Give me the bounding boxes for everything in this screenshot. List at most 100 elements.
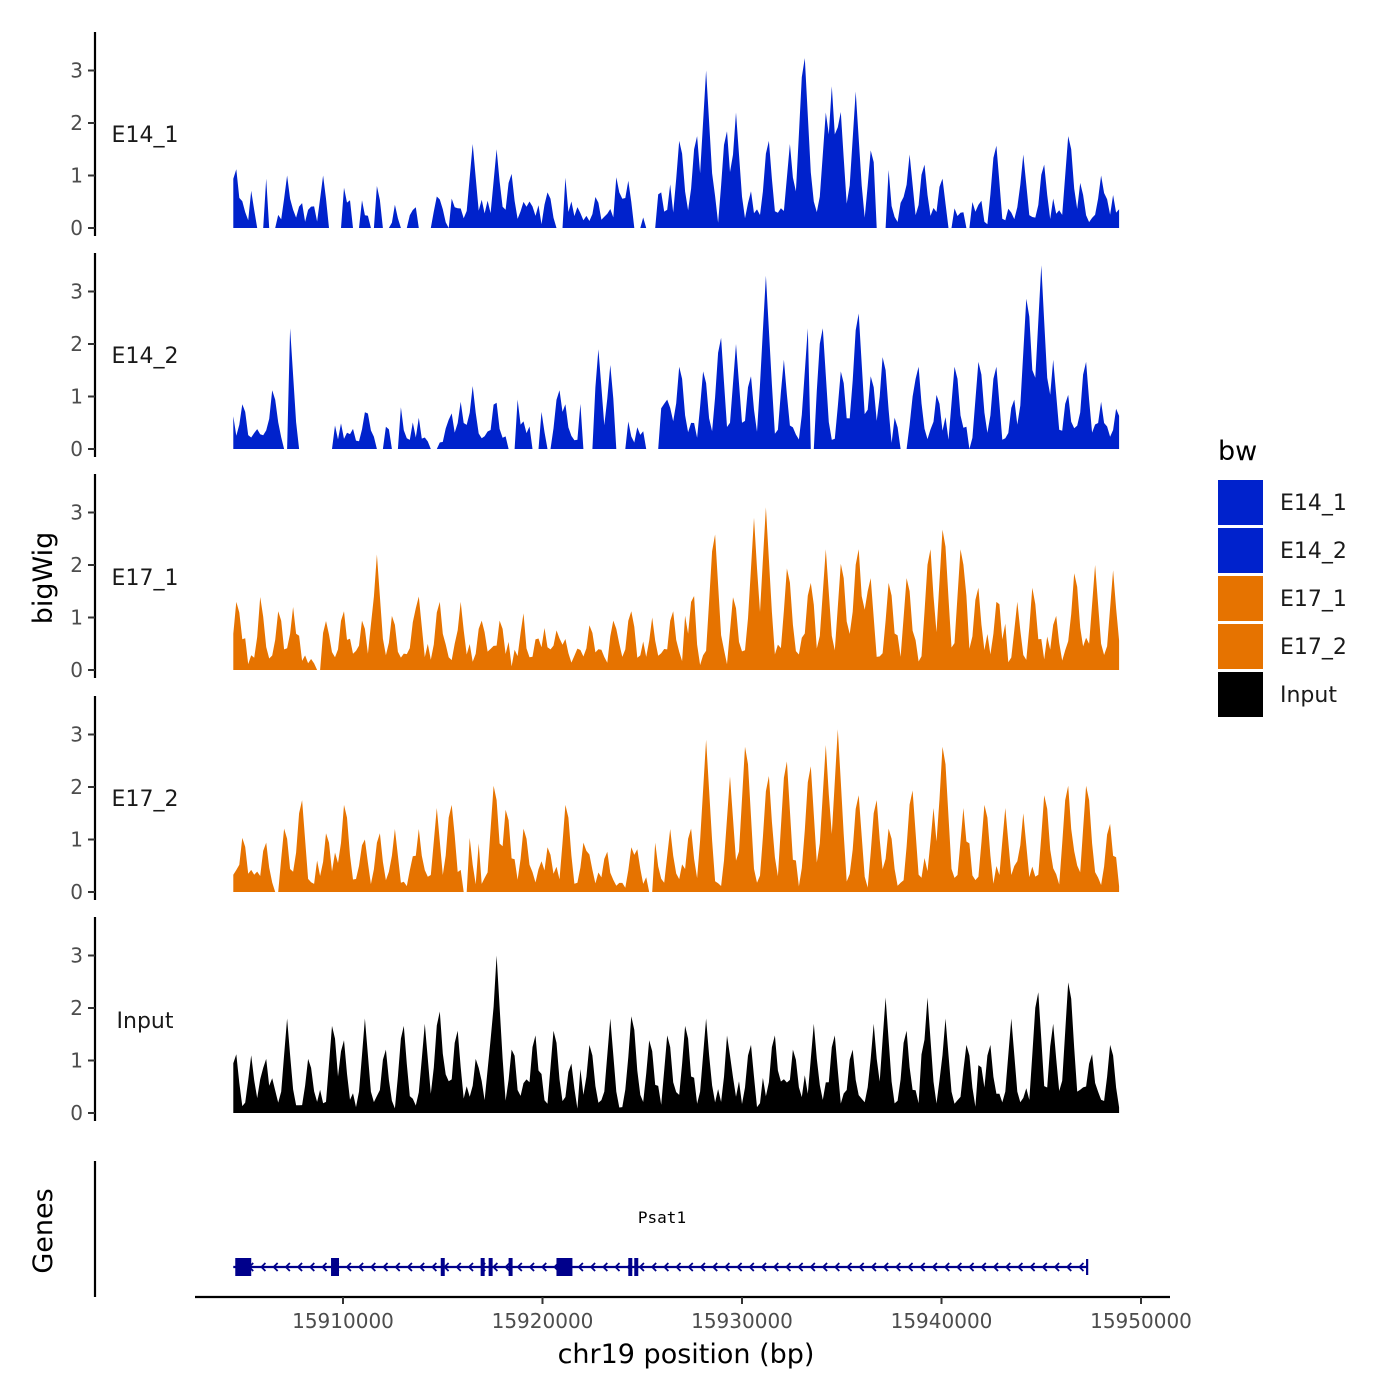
gene-exon <box>488 1258 493 1276</box>
y-tick-label: 3 <box>70 723 83 747</box>
signal-area-e14-2 <box>233 265 1120 449</box>
strand-arrow <box>431 1262 438 1272</box>
legend-label: E14_2 <box>1280 539 1347 564</box>
gene-exon <box>634 1258 639 1276</box>
strand-arrow <box>1065 1262 1072 1272</box>
legend-label: E17_2 <box>1280 635 1347 660</box>
strand-arrow <box>260 1262 267 1272</box>
strand-arrow <box>540 1262 547 1272</box>
strand-arrow <box>321 1262 328 1272</box>
strand-arrow <box>870 1262 877 1272</box>
strand-arrow <box>980 1262 987 1272</box>
strand-arrow <box>272 1262 279 1272</box>
strand-arrow <box>956 1262 963 1272</box>
signal-area-input <box>233 955 1120 1113</box>
strand-arrow <box>748 1262 755 1272</box>
y-tick-label: 1 <box>70 1049 83 1073</box>
strand-arrow <box>919 1262 926 1272</box>
y-tick-label: 2 <box>70 332 83 356</box>
strand-arrow <box>504 1262 511 1272</box>
strand-arrow <box>1078 1262 1085 1272</box>
strand-arrow <box>296 1262 303 1272</box>
legend-swatch <box>1218 480 1263 525</box>
legend-title: bw <box>1218 436 1257 467</box>
strand-arrow <box>687 1262 694 1272</box>
legend-swatch <box>1218 528 1263 573</box>
strand-arrow <box>528 1262 535 1272</box>
strand-arrow <box>821 1262 828 1272</box>
signal-area-e14-1 <box>233 58 1120 228</box>
x-tick-label: 15910000 <box>292 1309 394 1333</box>
strand-arrow <box>345 1262 352 1272</box>
legend-swatch <box>1218 576 1263 621</box>
gene-exon <box>331 1258 340 1276</box>
y-tick-label: 0 <box>70 880 83 904</box>
track-label: E14_2 <box>112 344 179 369</box>
strand-arrow <box>1029 1262 1036 1272</box>
strand-arrow <box>699 1262 706 1272</box>
track-label: E17_1 <box>112 566 179 591</box>
gene-exon <box>480 1258 485 1276</box>
strand-arrow <box>455 1262 462 1272</box>
strand-arrow <box>1053 1262 1060 1272</box>
strand-arrow <box>309 1262 315 1272</box>
legend-label: E17_1 <box>1280 587 1347 612</box>
strand-arrow <box>467 1262 474 1272</box>
strand-arrow <box>1004 1262 1011 1272</box>
signal-area-e17-2 <box>233 729 1120 892</box>
strand-arrow <box>394 1262 401 1272</box>
y-tick-label: 3 <box>70 280 83 304</box>
gene-exon <box>556 1258 573 1276</box>
strand-arrow <box>418 1262 425 1272</box>
strand-arrow <box>382 1262 389 1272</box>
y-tick-label: 2 <box>70 996 83 1020</box>
strand-arrow <box>907 1262 914 1272</box>
track-panel-e14-1: 0 1 2 3 E14_1 <box>70 32 1120 240</box>
strand-arrow <box>943 1262 950 1272</box>
gene-exon <box>440 1258 445 1276</box>
strand-arrow <box>602 1262 608 1272</box>
gene-exon <box>508 1258 513 1276</box>
y-axis-title: bigWig <box>28 532 59 625</box>
legend-swatch <box>1218 672 1263 717</box>
y-tick-label: 3 <box>70 944 83 968</box>
gene-exon <box>235 1258 252 1276</box>
strand-arrow <box>284 1262 291 1272</box>
track-panel-e17-2: 0 1 2 3 E17_2 <box>70 696 1120 904</box>
strand-arrow <box>1041 1262 1048 1272</box>
strand-arrow <box>882 1262 889 1272</box>
strand-arrow <box>736 1262 743 1272</box>
y-tick-label: 2 <box>70 775 83 799</box>
y-tick-label: 3 <box>70 59 83 83</box>
strand-arrow <box>663 1262 669 1272</box>
legend-label: E14_1 <box>1280 491 1347 516</box>
signal-panels: 0 1 2 3 E14_1 0 1 2 3 E14_2 0 1 2 3 E17_1 0 1 2 3 E17_2 0 1 2 3… <box>70 32 1120 1125</box>
strand-arrow <box>809 1262 816 1272</box>
strand-arrow <box>650 1262 657 1272</box>
legend-swatch <box>1218 624 1263 669</box>
track-label: E14_1 <box>112 123 179 148</box>
x-axis-title: chr19 position (bp) <box>558 1339 815 1370</box>
gene-exon <box>628 1258 633 1276</box>
y-tick-label: 3 <box>70 501 83 525</box>
y-tick-label: 0 <box>70 1101 83 1125</box>
strand-arrow <box>370 1262 376 1272</box>
track-panel-e14-2: 0 1 2 3 E14_2 <box>70 253 1120 461</box>
y-tick-label: 2 <box>70 111 83 135</box>
x-tick-label: 15950000 <box>1090 1309 1192 1333</box>
legend-label: Input <box>1280 683 1337 708</box>
legend: bw E14_1 E14_2 E17_1 E17_2 Input <box>1218 436 1347 717</box>
strand-arrow <box>614 1262 621 1272</box>
strand-arrow <box>357 1262 364 1272</box>
signal-area-e17-1 <box>233 507 1120 670</box>
genes-panel: Psat1 <box>93 1161 1089 1297</box>
y-tick-label: 1 <box>70 606 83 630</box>
y-tick-label: 1 <box>70 385 83 409</box>
strand-arrow <box>858 1262 865 1272</box>
strand-arrow <box>992 1262 999 1272</box>
y-tick-label: 0 <box>70 216 83 240</box>
strand-arrow <box>406 1262 413 1272</box>
x-axis: 15910000 15920000 15930000 15940000 15950000 <box>195 1295 1192 1333</box>
x-tick-label: 15930000 <box>691 1309 793 1333</box>
